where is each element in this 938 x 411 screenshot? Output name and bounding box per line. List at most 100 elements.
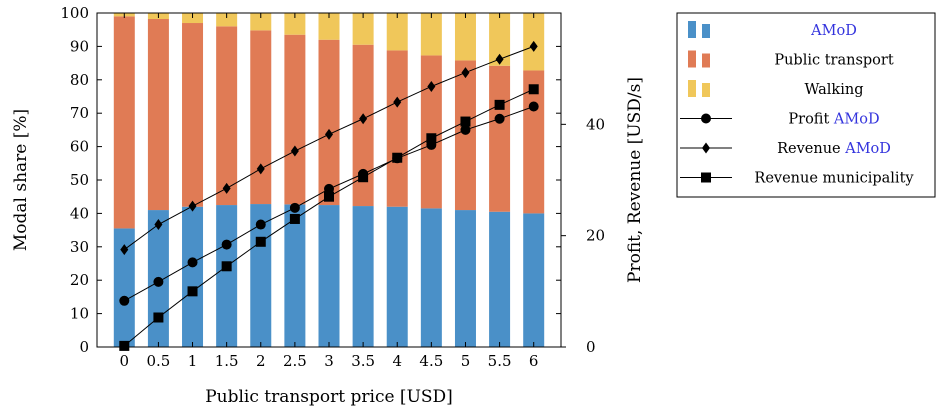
legend-label: AMoD [810,23,857,39]
y-tick-label: 10 [70,305,89,323]
point-profit-amod [289,202,300,213]
bar-walking [182,13,204,24]
y2-axis-label: Profit, Revenue [USD/s] [625,77,645,283]
bar-public-transport [284,34,306,205]
point-profit-amod [494,113,505,124]
bar-amod [182,206,204,347]
y2-tick-label: 0 [586,338,596,356]
point-revenue-amod [393,96,402,108]
bar-public-transport [420,55,442,209]
point-profit-amod [324,183,334,194]
x-tick-label: 4 [392,352,402,370]
y2-tick-label: 20 [586,227,605,245]
legend-label: Profit AMoD [788,112,879,128]
point-profit-amod [528,101,539,112]
point-profit-amod [153,276,164,287]
point-revenue-municipality [528,84,539,95]
y-tick-label: 100 [60,4,89,22]
x-tick-label: 0 [120,352,130,370]
plot-area: 0 10 20 30 40 50 60 70 80 90 100 0 20 40 0 0.5 1 1.5 2 2.5 3… [60,4,605,370]
bar-walking [318,13,340,40]
legend-marker [702,142,710,154]
bar-public-transport [454,60,476,211]
x-tick-label: 5.5 [488,352,512,370]
bar-amod [216,205,238,347]
point-profit-amod [187,257,198,268]
bar-public-transport [386,50,408,207]
point-revenue-municipality [426,133,437,144]
point-revenue-amod [461,67,470,79]
point-revenue-amod [222,182,231,194]
bar-public-transport [489,65,511,212]
point-revenue-municipality [460,116,471,127]
point-revenue-amod [495,53,504,65]
point-revenue-amod [427,80,436,92]
bar-walking [284,13,306,35]
legend-box [676,12,936,198]
y-tick-label: 80 [70,71,89,89]
point-profit-amod [119,295,130,306]
x-tick-label: 5 [461,352,471,370]
point-revenue-municipality [358,172,369,183]
bar-amod [318,205,340,347]
y-tick-label: 0 [79,338,89,356]
point-revenue-municipality [289,213,300,224]
point-revenue-amod [529,40,538,52]
bar-amod [420,208,442,347]
legend-label: Public transport [774,53,894,69]
y-tick-label: 20 [70,271,89,289]
point-revenue-amod [359,113,368,125]
x-tick-label: 3 [324,352,334,370]
legend-swatch [702,83,710,97]
legend-marker [701,172,711,183]
point-revenue-municipality [119,340,130,351]
point-revenue-municipality [255,236,266,247]
point-revenue-municipality [153,312,164,323]
bar-public-transport [113,16,135,229]
legend-swatch [688,21,696,38]
y-tick-label: 60 [70,138,89,156]
legend: AMoD Public transport Walking Profit AMoD Re… [676,12,936,198]
y-tick-label: 40 [70,204,89,222]
y-tick-label: 70 [70,104,89,122]
bar-walking [386,13,408,51]
legend-swatch [688,80,696,97]
point-revenue-municipality [392,152,403,163]
point-revenue-amod [188,200,197,212]
legend-label: Walking [805,82,864,98]
bar-public-transport [182,23,204,207]
point-revenue-amod [256,163,265,175]
point-revenue-amod [290,145,299,157]
bar-walking [250,13,272,31]
bar-walking [216,13,238,27]
bar-public-transport [216,26,238,206]
bar-amod [250,204,272,347]
x-tick-label: 1.5 [215,352,239,370]
bar-amod [352,206,374,347]
point-revenue-amod [154,219,163,231]
legend-label: Revenue AMoD [777,141,891,157]
point-profit-amod [460,124,471,135]
y-tick-label: 50 [70,171,89,189]
point-revenue-municipality [221,261,232,272]
y-tick-label: 30 [70,238,89,256]
legend-swatch [702,53,710,68]
x-tick-label: 6 [529,352,539,370]
bar-amod [489,211,511,347]
bar-amod [386,206,408,347]
x-axis-label: Public transport price [USD] [205,387,453,407]
bar-amod [523,213,545,347]
bar-public-transport [352,44,374,207]
y2-tick-label: 40 [586,115,605,133]
point-revenue-amod [120,244,129,256]
x-tick-label: 2.5 [283,352,307,370]
point-profit-amod [221,239,232,250]
bar-public-transport [523,70,545,214]
bar-public-transport [250,30,272,205]
point-revenue-municipality [324,191,334,202]
x-tick-label: 0.5 [146,352,170,370]
legend-swatch [688,50,696,68]
bar-public-transport [318,39,340,206]
bar-amod [284,204,306,347]
bar-walking [454,13,476,61]
